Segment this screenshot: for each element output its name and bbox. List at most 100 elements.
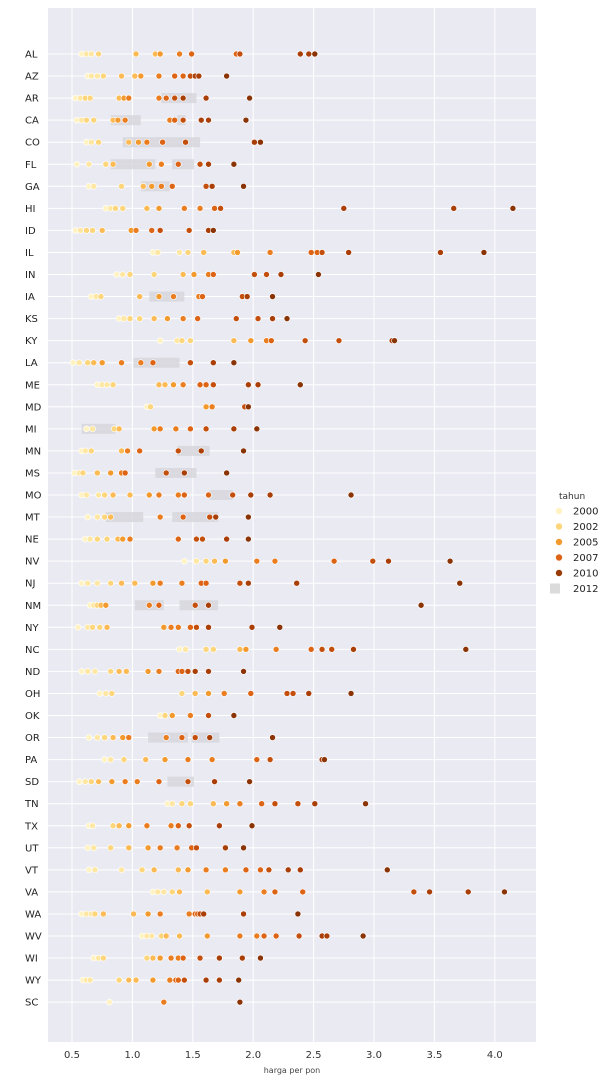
point-nv [330,557,338,565]
point-ia [243,293,251,300]
point-wa [130,910,137,918]
point-wv [203,932,211,940]
point-nm [155,601,163,609]
point-or [101,734,108,741]
point-ks [120,315,128,322]
point-nj [131,579,139,587]
point-ut [156,844,164,852]
y-tick-label-nd: ND [25,667,40,678]
point-va [271,888,279,896]
point-wi [143,954,151,962]
point-wy [216,976,223,984]
point-ar [202,94,210,102]
point-mn [88,447,95,455]
point-mo [181,491,188,499]
point-tn [258,800,265,808]
point-nd [107,668,114,675]
point-ks [179,315,187,322]
point-vt [242,866,250,874]
point-al [236,50,244,58]
point-vt [257,866,264,874]
x-tick-labels: 0.5 1.0 1.5 2.0 2.5 3.0 3.5 4.0 [64,1050,503,1061]
highlight-2012-ia [149,291,185,302]
point-ut [144,844,152,852]
point-ny [89,623,96,631]
point-in [119,271,127,278]
point-nd [191,668,199,675]
point-vt [297,866,304,874]
point-mo [83,491,90,499]
point-in [263,271,270,278]
point-il [184,249,192,256]
point-mi [89,425,96,433]
point-mo [126,491,134,499]
point-ca [83,116,90,124]
highlight-2012-mo [209,490,233,500]
point-la [98,359,106,367]
legend-label-2012: 2012 [573,584,598,595]
point-mn [81,447,89,455]
point-md [202,403,210,411]
point-ut [125,844,133,852]
point-mn [175,447,182,455]
y-tick-label-oh: OH [25,689,40,700]
point-mo [205,491,212,499]
legend: tahun 2000 2002 2005 2007 2010 2012 [550,492,598,595]
point-fl [175,160,182,168]
point-ga [139,183,147,190]
point-mo [175,491,182,499]
point-nc [462,646,470,653]
point-me [196,381,204,389]
x-axis-title: harga per pon [264,1066,321,1075]
point-ut [107,844,114,852]
point-mi [156,425,164,433]
point-nm [191,601,199,609]
point-ks [254,315,262,322]
point-ks [194,315,201,322]
point-ny [175,623,182,631]
point-fl [85,160,93,168]
point-sc [160,998,168,1006]
point-sd [88,778,95,785]
legend-label-2000: 2000 [573,507,598,518]
legend-marker-2012 [550,583,560,594]
point-hi [119,205,127,212]
point-tx [143,822,151,830]
point-vt [85,866,93,874]
point-ga [202,183,210,190]
point-ny [205,623,212,631]
point-pa [107,756,114,763]
point-id [132,227,140,234]
point-tx [115,822,123,830]
point-id [185,227,193,234]
y-tick-label-or: OR [25,733,40,744]
point-ut [240,844,247,852]
point-ca [171,116,178,124]
point-or [85,734,93,741]
point-ne [245,535,252,543]
point-hi [143,205,151,212]
point-tx [248,822,256,830]
point-nd [115,668,123,675]
point-nd [144,668,152,675]
point-ga [148,183,156,190]
point-nv [202,557,210,565]
point-il [345,249,352,256]
point-ut [222,844,229,852]
point-ca [90,116,98,124]
point-wy [202,976,210,984]
point-id [77,227,84,234]
legend-marker-2002 [555,522,563,531]
point-wy [132,976,140,984]
point-va [176,888,183,896]
grid-lines [48,8,536,1042]
point-wi [167,954,175,962]
y-tick-label-wi: WI [25,954,38,965]
point-wv [236,932,244,940]
point-wi [257,954,264,962]
point-fl [146,160,153,168]
point-nc [318,646,326,653]
point-vt [118,866,125,874]
point-il [266,249,274,256]
point-or [162,734,170,741]
